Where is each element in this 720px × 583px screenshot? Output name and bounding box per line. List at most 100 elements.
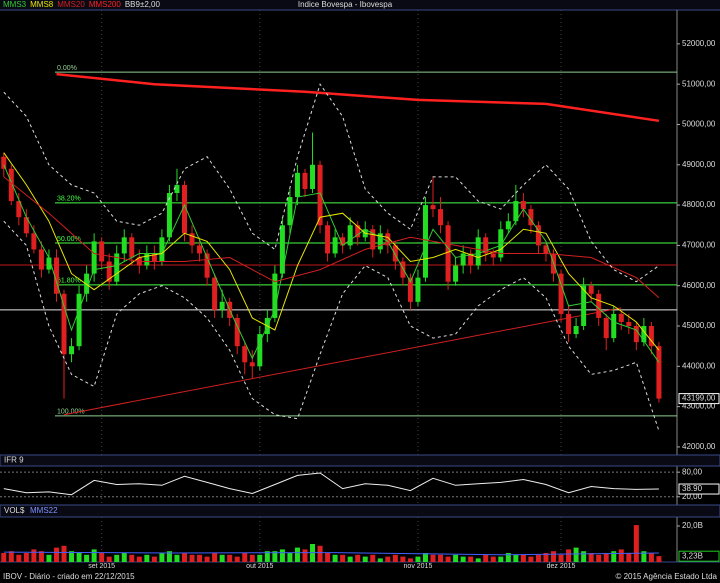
volume-bar: [460, 556, 466, 562]
volume-bar: [8, 551, 14, 562]
candle-body: [114, 253, 120, 282]
candle-body: [23, 217, 29, 234]
volume-bar: [249, 554, 255, 562]
volume-bar: [234, 556, 240, 562]
volume-bar: [596, 554, 602, 562]
current-value-box: [678, 550, 720, 562]
candle-body: [611, 313, 617, 339]
title-bar: [0, 0, 720, 10]
volume-bar: [332, 554, 338, 562]
volume-bar: [490, 556, 496, 562]
candle-body: [460, 253, 466, 266]
y-tick-label: 49000,00: [682, 160, 716, 169]
candle-body: [197, 245, 203, 254]
volume-bar: [453, 554, 459, 562]
volume-bar: [505, 553, 511, 562]
candle-body: [573, 326, 579, 335]
candle-body: [249, 362, 255, 367]
y-tick-label: 48000,00: [682, 200, 716, 209]
candle-body: [347, 225, 353, 246]
volume-bar: [1, 553, 7, 562]
candle-body: [438, 209, 444, 226]
candle-body: [475, 237, 481, 266]
volume-bar: [415, 556, 421, 562]
volume-bar: [513, 554, 519, 562]
candle-body: [468, 253, 474, 266]
fib-label: 38.20%: [57, 196, 81, 203]
candle-body: [581, 285, 587, 327]
legend-entry: MMS20: [57, 0, 85, 9]
volume-bar: [558, 554, 564, 562]
candle-body: [257, 334, 263, 367]
volume-bar: [287, 553, 293, 562]
fib-label: 61.80%: [57, 278, 81, 285]
volume-bar: [347, 556, 353, 562]
candle-body: [505, 221, 511, 230]
ma-line: [56, 72, 660, 123]
y-tick-label: 47000,00: [682, 241, 716, 250]
y-tick-label: 51000,00: [682, 79, 716, 88]
volume-bar: [302, 549, 308, 562]
candle-body: [325, 225, 331, 254]
legend-entry: MMS22: [30, 506, 58, 515]
candle-body: [656, 346, 662, 399]
volume-bar: [91, 549, 97, 562]
volume-bar: [189, 554, 195, 562]
volume-bar: [61, 545, 67, 562]
ma-line: [3, 164, 660, 363]
candle-body: [151, 253, 157, 262]
candle-body: [483, 237, 489, 254]
candle-body: [8, 168, 14, 202]
candle-body: [272, 273, 278, 318]
volume-bar: [257, 554, 263, 562]
volume-bar: [633, 525, 639, 562]
panel-header: [0, 504, 720, 518]
candle-body: [340, 237, 346, 246]
candle-body: [144, 253, 150, 266]
volume-bar: [362, 556, 368, 562]
candle-body: [422, 205, 428, 278]
band-lower: [3, 220, 660, 431]
volume-bar: [550, 551, 556, 562]
candle-body: [633, 326, 639, 343]
candle-body: [159, 237, 165, 262]
candle-body: [76, 293, 82, 347]
candle-body: [212, 277, 218, 310]
y-tick-label: 42000,00: [682, 442, 716, 451]
volume-bar: [114, 554, 120, 562]
candle-body: [648, 326, 654, 347]
candle-body: [641, 326, 647, 343]
volume-bar: [407, 558, 413, 562]
volume-bar: [603, 553, 609, 562]
fib-label: 50.00%: [57, 236, 81, 243]
volume-bar: [535, 554, 541, 562]
candle-body: [84, 273, 90, 294]
volume-bar: [84, 554, 90, 562]
volume-bar: [53, 547, 59, 562]
panel-title: VOL$: [4, 506, 25, 515]
volume-bar: [129, 554, 135, 562]
volume-bar: [581, 551, 587, 562]
panel-header: [0, 454, 720, 467]
candle-body: [355, 225, 361, 238]
current-value-label: 3,23B: [682, 551, 703, 560]
volume-bar: [227, 554, 233, 562]
candle-body: [596, 293, 602, 318]
volume-bar: [400, 556, 406, 562]
current-value-box: [678, 483, 720, 495]
y-tick-label: 80,00: [682, 467, 703, 476]
chart-title: Indice Bovespa - Ibovespa: [298, 0, 393, 9]
y-tick-label: 46000,00: [682, 281, 716, 290]
candle-body: [121, 237, 127, 254]
candle-body: [588, 285, 594, 294]
volume-bar: [23, 553, 29, 562]
volume-bar: [611, 551, 617, 562]
candle-body: [189, 233, 195, 246]
candle-body: [370, 229, 376, 250]
candle-body: [294, 172, 300, 198]
volume-bar: [151, 556, 157, 562]
volume-bar: [573, 547, 579, 562]
candle-body: [174, 184, 180, 193]
footer-right: © 2015 Agência Estado Ltda: [615, 572, 717, 581]
volume-bar: [197, 554, 203, 562]
